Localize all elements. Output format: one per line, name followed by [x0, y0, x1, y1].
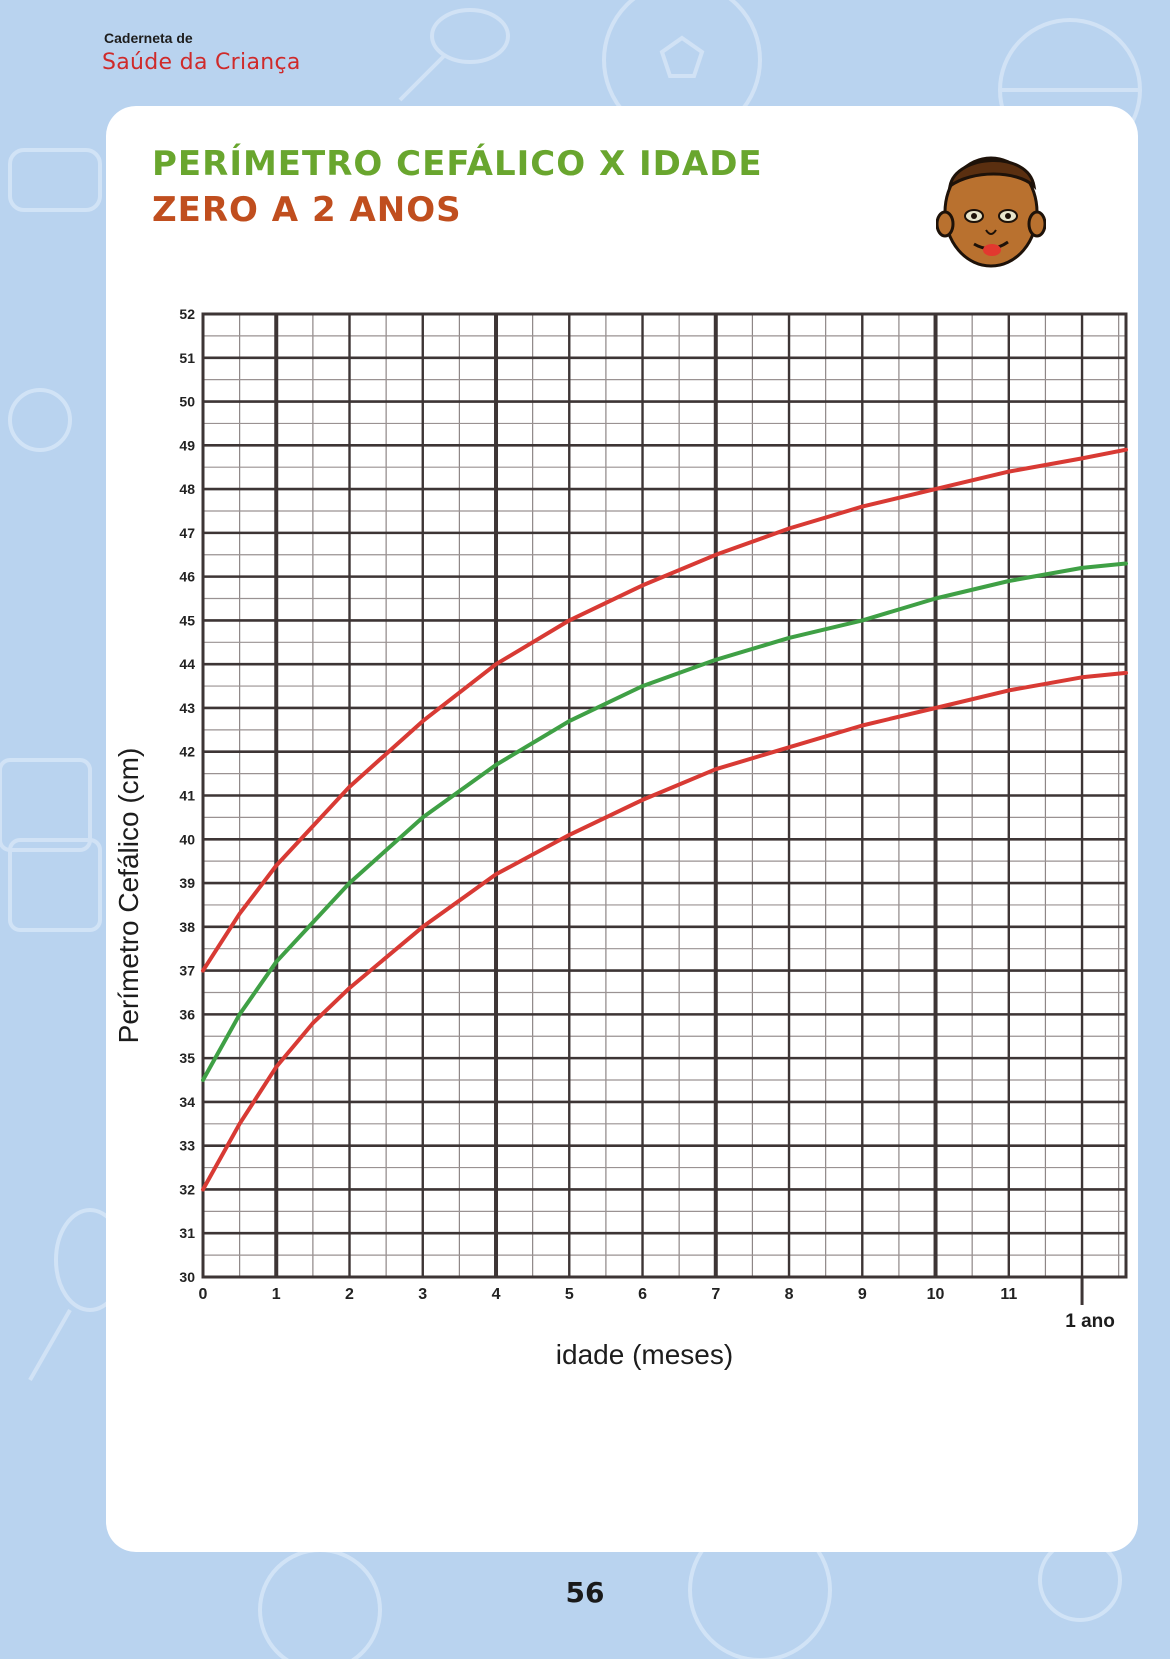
x-tick-label: 9 — [858, 1286, 867, 1303]
toy-car-icon — [10, 150, 100, 450]
x-tick-label: 11 — [1000, 1286, 1017, 1303]
y-tick-label: 35 — [179, 1050, 195, 1066]
y-tick-label: 40 — [179, 831, 195, 847]
x-tick-labels: 0 1 2 3 4 5 6 7 8 9 10 11 — [199, 1286, 1018, 1303]
page-number: 56 — [0, 1576, 1170, 1609]
y-tick-label: 32 — [179, 1181, 195, 1197]
y-tick-label: 46 — [179, 569, 195, 585]
y-tick-label: 42 — [179, 744, 195, 760]
y-tick-label: 30 — [179, 1269, 195, 1285]
x-tick-label: 2 — [345, 1286, 354, 1303]
chart-panel: PERÍMETRO CEFÁLICO X IDADE ZERO A 2 ANOS… — [106, 106, 1138, 1552]
y-tick-label: 39 — [179, 875, 195, 891]
y-tick-label: 50 — [179, 394, 195, 410]
y-tick-label: 33 — [179, 1138, 195, 1154]
x-tick-label: 8 — [785, 1286, 794, 1303]
x-tick-label: 1 — [272, 1286, 281, 1303]
y-tick-label: 47 — [179, 525, 195, 541]
x-tick-label: 5 — [565, 1286, 574, 1303]
curve-median — [203, 564, 1126, 1081]
x-tick-label: 4 — [492, 1286, 501, 1303]
head-circumference-chart: 3031323334353637383940414243444546474849… — [106, 106, 1138, 1552]
booklet-subtitle: Saúde da Criança — [102, 50, 301, 75]
x-axis-label: idade (meses) — [556, 1339, 733, 1370]
x-tick-label: 3 — [418, 1286, 427, 1303]
y-tick-label: 49 — [179, 437, 195, 453]
y-tick-label: 31 — [179, 1225, 195, 1241]
rattle-icon — [400, 10, 508, 100]
y-tick-label: 34 — [179, 1094, 195, 1110]
y-axis-label: Perímetro Cefálico (cm) — [113, 748, 144, 1044]
x-tick-label: 0 — [199, 1286, 208, 1303]
curves — [203, 450, 1126, 1190]
y-tick-label: 36 — [179, 1006, 195, 1022]
y-tick-label: 44 — [179, 656, 195, 672]
y-tick-label: 51 — [179, 350, 195, 366]
y-tick-label: 37 — [179, 963, 195, 979]
abc-block-icon — [0, 760, 100, 930]
x-tick-label: 10 — [927, 1286, 945, 1303]
y-tick-label: 48 — [179, 481, 195, 497]
year-marker-label: 1 ano — [1065, 1311, 1115, 1332]
y-tick-label: 41 — [179, 788, 195, 804]
y-tick-label: 43 — [179, 700, 195, 716]
x-tick-label: 6 — [638, 1286, 647, 1303]
booklet-name: Caderneta de — [104, 30, 193, 46]
y-tick-label: 52 — [179, 306, 195, 322]
curve-lower — [203, 673, 1126, 1190]
y-tick-label: 38 — [179, 919, 195, 935]
major-grid — [203, 314, 1126, 1305]
y-tick-label: 45 — [179, 612, 195, 628]
y-tick-labels: 30 31 32 33 34 35 36 37 38 39 40 41 42 43 44 45 46 47 48 49… — [179, 306, 195, 1285]
x-tick-label: 7 — [711, 1286, 720, 1303]
